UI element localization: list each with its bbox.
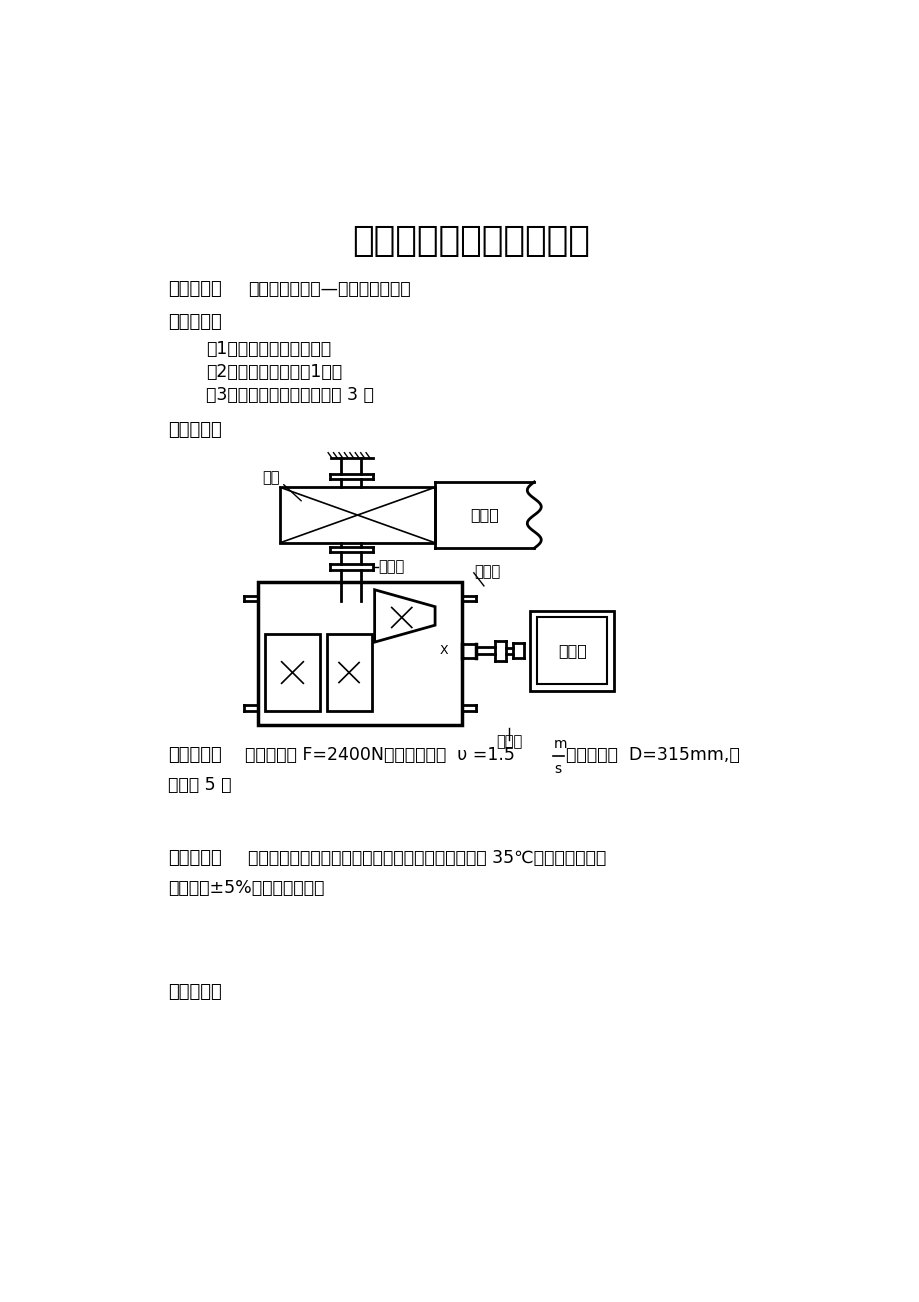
Text: （3）减速器零件图（不低于 3 张: （3）减速器零件图（不低于 3 张 (206, 385, 374, 404)
Text: 设计题目：: 设计题目： (167, 280, 221, 298)
Text: 用年限 5 年: 用年限 5 年 (167, 776, 231, 793)
Text: 工作条件：: 工作条件： (167, 849, 221, 867)
Text: 输送带: 输送带 (470, 508, 499, 522)
Text: 机械设计课程设计任务书: 机械设计课程设计任务书 (352, 224, 590, 258)
Bar (326, 634, 371, 711)
Text: 度误差为±5%，小批量生产。: 度误差为±5%，小批量生产。 (167, 879, 323, 897)
Text: （1）设计说明书（一份）: （1）设计说明书（一份） (206, 340, 331, 358)
Text: 滚筒: 滚筒 (262, 470, 279, 486)
Text: 电动机: 电动机 (557, 643, 586, 658)
Bar (530, 611, 614, 690)
Bar (537, 617, 607, 684)
Text: s: s (554, 762, 561, 776)
Bar (279, 487, 435, 543)
Bar (265, 634, 320, 711)
Bar (258, 582, 461, 724)
Text: 系统简图：: 系统简图： (167, 421, 221, 439)
Text: 联轴器: 联轴器 (378, 559, 404, 574)
Text: ，滚筒直径  D=315mm,使: ，滚筒直径 D=315mm,使 (565, 746, 739, 764)
Text: 减速器: 减速器 (473, 564, 500, 579)
Text: m: m (553, 737, 566, 751)
Text: 连续单向运转，载荷较平稳，两班制。环境最高温度 35℃；允许运输带速: 连续单向运转，载荷较平稳，两班制。环境最高温度 35℃；允许运输带速 (248, 849, 606, 867)
Text: 设计步骤：: 设计步骤： (167, 983, 221, 1001)
Text: 带式运输机圆锥—圆柱齿轮减速器: 带式运输机圆锥—圆柱齿轮减速器 (248, 280, 411, 298)
Text: 联轴器: 联轴器 (496, 734, 522, 749)
Text: 运输带拉力 F=2400N，运输带速度  υ =1.5: 运输带拉力 F=2400N，运输带速度 υ =1.5 (245, 746, 515, 764)
Text: 设计内容：: 设计内容： (167, 312, 221, 331)
Text: （2）减速器装配图（1张）: （2）减速器装配图（1张） (206, 363, 342, 381)
Text: X: X (439, 644, 448, 658)
Text: 原始数据：: 原始数据： (167, 746, 221, 764)
